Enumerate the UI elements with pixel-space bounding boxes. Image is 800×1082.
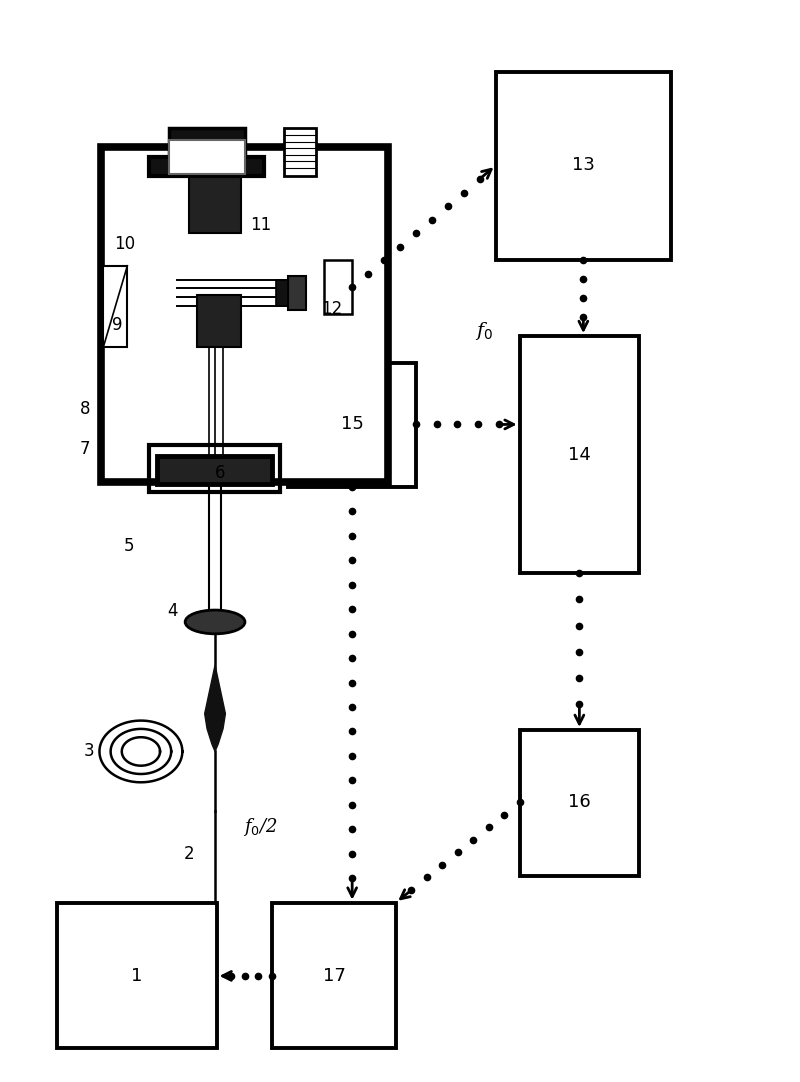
Bar bbox=[288, 362, 416, 487]
Text: 15: 15 bbox=[341, 415, 364, 434]
Text: 14: 14 bbox=[568, 446, 591, 464]
Text: 7: 7 bbox=[80, 440, 90, 459]
Text: 16: 16 bbox=[568, 793, 590, 812]
Bar bbox=[519, 335, 639, 573]
Bar bbox=[496, 71, 671, 261]
Text: 2: 2 bbox=[183, 845, 194, 863]
Bar bbox=[324, 261, 352, 315]
Bar bbox=[149, 157, 265, 176]
Bar bbox=[101, 147, 388, 481]
Bar bbox=[273, 902, 396, 1048]
Text: 5: 5 bbox=[124, 538, 134, 555]
Text: 3: 3 bbox=[84, 742, 94, 761]
Bar bbox=[103, 266, 127, 346]
Text: 17: 17 bbox=[323, 967, 346, 985]
Bar bbox=[169, 140, 245, 174]
Text: f$_0$: f$_0$ bbox=[474, 319, 493, 342]
Text: 11: 11 bbox=[250, 215, 271, 234]
Text: 4: 4 bbox=[167, 603, 178, 620]
Polygon shape bbox=[205, 665, 226, 751]
Bar bbox=[519, 730, 639, 875]
Bar bbox=[197, 295, 241, 346]
Bar bbox=[169, 128, 245, 169]
Text: 6: 6 bbox=[215, 464, 226, 481]
Bar bbox=[57, 902, 217, 1048]
Bar bbox=[189, 177, 241, 234]
Bar bbox=[149, 445, 281, 492]
Bar bbox=[285, 128, 316, 176]
Text: 9: 9 bbox=[112, 316, 122, 334]
Bar bbox=[288, 276, 306, 311]
Text: f$_0$/2: f$_0$/2 bbox=[243, 816, 278, 837]
Text: 8: 8 bbox=[80, 400, 90, 419]
Ellipse shape bbox=[185, 610, 245, 634]
Text: 12: 12 bbox=[322, 300, 343, 318]
Text: 1: 1 bbox=[131, 967, 142, 985]
Bar bbox=[157, 456, 273, 484]
Text: 10: 10 bbox=[114, 235, 135, 253]
Bar bbox=[277, 280, 288, 306]
Text: 13: 13 bbox=[572, 157, 594, 174]
